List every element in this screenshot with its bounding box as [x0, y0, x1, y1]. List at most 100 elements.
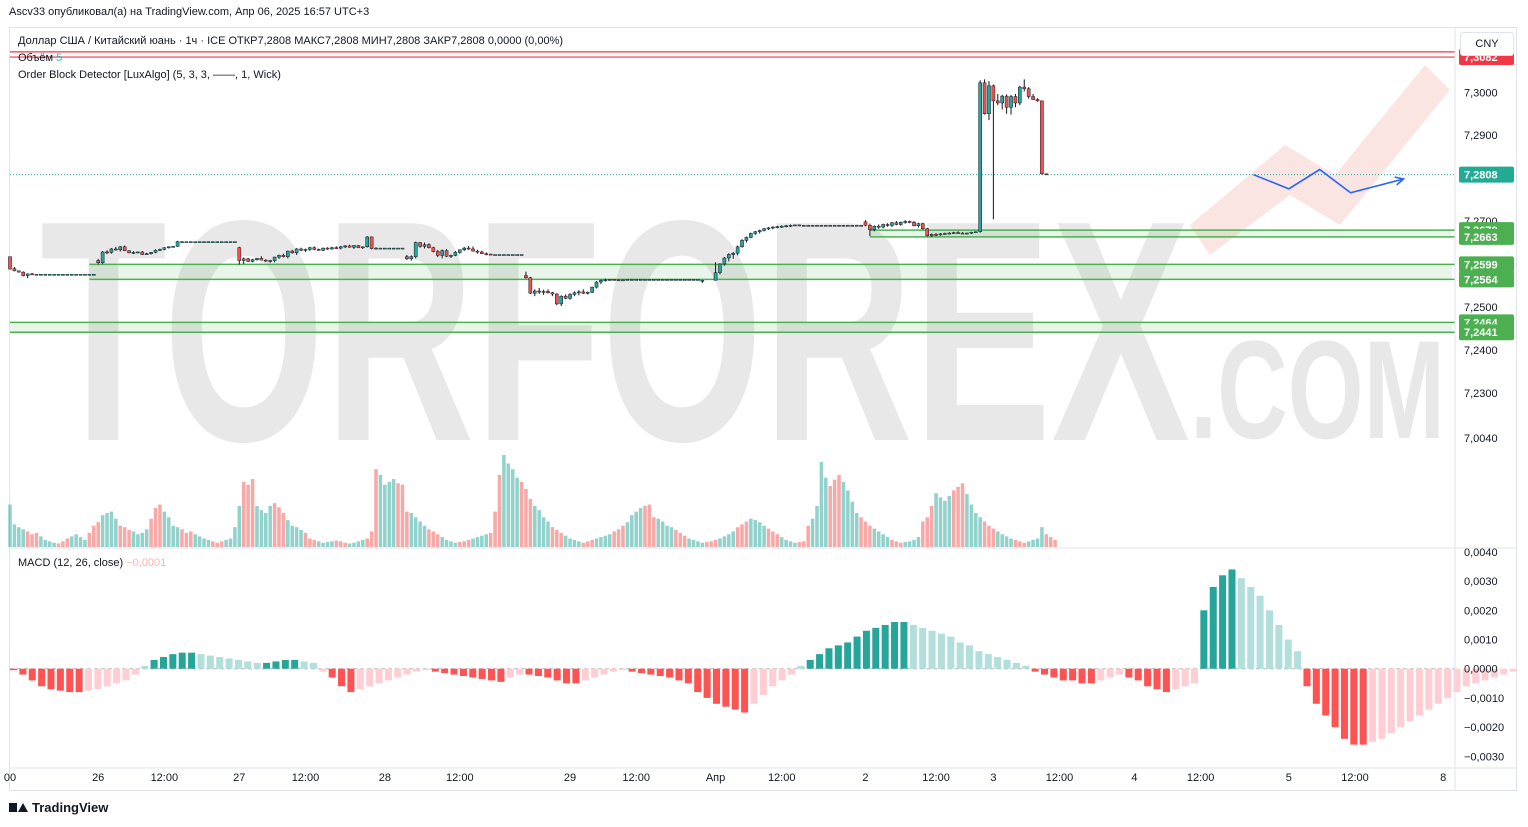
volume-bar [740, 524, 744, 547]
volume-bar [338, 541, 343, 547]
macd-bar [759, 668, 767, 695]
candle-body [550, 292, 555, 295]
candle-body [109, 248, 114, 253]
candle-body [546, 291, 550, 293]
volume-bar [938, 497, 943, 547]
candle-body [727, 254, 731, 259]
candle-body [1040, 100, 1044, 175]
candle-body [206, 241, 211, 243]
volume-bar [74, 534, 78, 547]
volume-bar [206, 539, 211, 547]
macd-bar [141, 665, 149, 669]
volume-bar [1013, 539, 1018, 547]
volume-bar [916, 537, 921, 547]
volume-bar [493, 511, 497, 547]
candle-body [859, 225, 863, 227]
candle-body [471, 248, 475, 252]
volume-bar [674, 530, 678, 547]
macd-bar [300, 661, 308, 669]
macd-bar [347, 668, 355, 693]
volume-bar [347, 543, 352, 547]
volume-bar [180, 529, 184, 547]
volume-bar [21, 529, 25, 547]
candle-body [519, 254, 524, 256]
candle-body [524, 275, 528, 278]
candle-body [127, 250, 131, 254]
candle-body [118, 246, 123, 251]
volume-bar [607, 534, 612, 547]
volume-bar [925, 517, 929, 547]
candle-body [131, 252, 136, 254]
volume-bar [669, 527, 674, 547]
volume-bar [590, 539, 594, 547]
footer-brand[interactable]: TradingView [9, 800, 108, 815]
volume-bar [294, 527, 299, 547]
macd-bar [741, 668, 749, 713]
volume-bar [528, 498, 533, 547]
volume-legend[interactable]: Объём 5 [18, 52, 62, 64]
symbol-title: Доллар США / Китайский юань · 1ч · ICE [18, 35, 226, 47]
candle-body [824, 225, 828, 227]
volume-bar [859, 517, 863, 547]
candle-body [934, 234, 938, 236]
volume-bar [175, 527, 180, 547]
candle-body [224, 241, 228, 243]
order-block-legend[interactable]: Order Block Detector [LuxAlgo] (5, 3, 3,… [18, 69, 281, 81]
watermark-text: TORFOREX [40, 155, 1191, 507]
volume-bar [603, 535, 608, 547]
volume-bar [555, 530, 559, 547]
currency-button[interactable]: CNY [1460, 32, 1514, 56]
volume-bar [1022, 542, 1027, 547]
candle-body [687, 279, 691, 281]
candle-body [766, 227, 771, 230]
volume-bar [841, 481, 846, 547]
candle-body [563, 295, 568, 299]
volume-bar [228, 538, 233, 547]
volume-bar [515, 477, 519, 547]
volume-bar [784, 539, 788, 547]
candle-body [921, 223, 925, 230]
macd-bar [534, 668, 542, 677]
volume-bar [480, 535, 484, 547]
macd-bar [862, 630, 870, 669]
candle-body [52, 274, 56, 276]
macd-bar [562, 668, 571, 684]
macd-bar [1265, 610, 1273, 669]
candle-body [885, 224, 890, 226]
candle-body [166, 246, 171, 249]
candle-body [25, 273, 30, 276]
candle-body [541, 291, 546, 293]
macd-bar [403, 668, 411, 675]
projection-arrowhead [1394, 176, 1406, 186]
footer-brand-text: TradingView [32, 800, 109, 815]
volume-bar [475, 537, 480, 547]
macd-bar [1387, 668, 1395, 733]
candle-body [497, 254, 502, 256]
candle-body [144, 253, 149, 255]
volume-bar [912, 539, 916, 547]
volume-bar [996, 531, 1000, 547]
candle-body [136, 251, 140, 254]
candle-body [211, 241, 215, 243]
time-tick-label: 12:00 [292, 772, 320, 784]
macd-bar [909, 624, 917, 669]
candle-body [440, 250, 444, 256]
volume-bar [832, 479, 837, 547]
candle-body [418, 242, 422, 247]
candle-body [532, 290, 537, 294]
candle-body [555, 293, 559, 305]
candle-body [528, 277, 533, 294]
candle-body [1018, 86, 1022, 104]
time-tick-label: 2 [862, 772, 868, 784]
macd-legend[interactable]: MACD (12, 26, close) −0,0001 [18, 557, 166, 569]
symbol-info[interactable]: Доллар США / Китайский юань · 1ч · ICE О… [18, 35, 563, 47]
candle-body [114, 248, 118, 251]
volume-bar [69, 536, 74, 547]
volume-bar [638, 508, 643, 547]
candle-body [43, 274, 48, 276]
volume-bar [643, 505, 647, 547]
candle-body [462, 247, 467, 251]
volume-bar [197, 536, 202, 547]
macd-bar [1369, 668, 1377, 742]
